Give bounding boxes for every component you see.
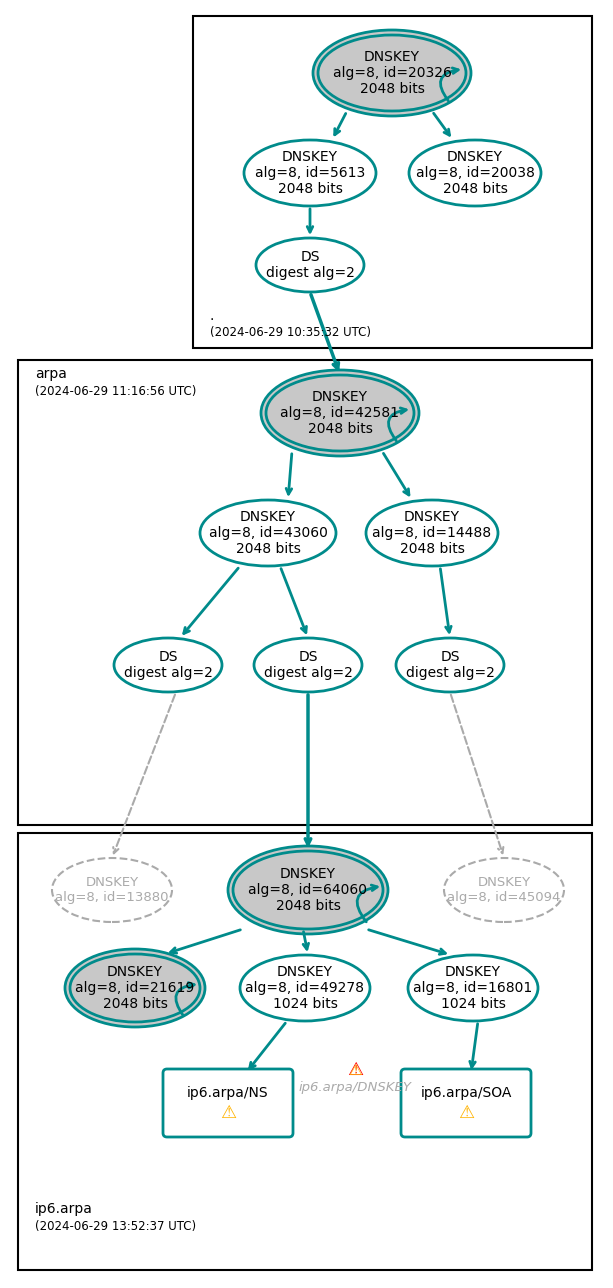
Text: DS
digest alg=2: DS digest alg=2 bbox=[265, 250, 354, 279]
Text: ⚠: ⚠ bbox=[220, 1104, 236, 1122]
Text: ⚠: ⚠ bbox=[458, 1104, 474, 1122]
Ellipse shape bbox=[200, 500, 336, 565]
Ellipse shape bbox=[244, 140, 376, 206]
Ellipse shape bbox=[318, 35, 466, 111]
Text: DNSKEY
alg=8, id=20038
2048 bits: DNSKEY alg=8, id=20038 2048 bits bbox=[416, 149, 535, 196]
Ellipse shape bbox=[114, 638, 222, 692]
Ellipse shape bbox=[65, 949, 205, 1027]
Text: ip6.arpa/DNSKEY: ip6.arpa/DNSKEY bbox=[299, 1082, 411, 1095]
FancyBboxPatch shape bbox=[18, 833, 592, 1270]
Text: arpa: arpa bbox=[35, 367, 67, 381]
Ellipse shape bbox=[409, 140, 541, 206]
Text: ip6.arpa/SOA: ip6.arpa/SOA bbox=[421, 1086, 512, 1100]
Ellipse shape bbox=[228, 846, 388, 934]
Text: DNSKEY
alg=8, id=14488
2048 bits: DNSKEY alg=8, id=14488 2048 bits bbox=[373, 510, 492, 556]
Text: DNSKEY
alg=8, id=5613
2048 bits: DNSKEY alg=8, id=5613 2048 bits bbox=[255, 149, 365, 196]
Text: (2024-06-29 11:16:56 UTC): (2024-06-29 11:16:56 UTC) bbox=[35, 385, 196, 398]
Text: DS
digest alg=2: DS digest alg=2 bbox=[124, 650, 213, 680]
Ellipse shape bbox=[366, 500, 498, 565]
Text: ⚠: ⚠ bbox=[348, 1063, 362, 1078]
FancyBboxPatch shape bbox=[163, 1069, 293, 1137]
Ellipse shape bbox=[256, 238, 364, 292]
Ellipse shape bbox=[444, 858, 564, 922]
Text: (2024-06-29 10:35:32 UTC): (2024-06-29 10:35:32 UTC) bbox=[210, 326, 371, 339]
Text: DNSKEY
alg=8, id=45094: DNSKEY alg=8, id=45094 bbox=[447, 876, 561, 904]
FancyBboxPatch shape bbox=[193, 15, 592, 348]
Ellipse shape bbox=[70, 954, 200, 1021]
Text: DNSKEY
alg=8, id=42581
2048 bits: DNSKEY alg=8, id=42581 2048 bits bbox=[281, 390, 400, 437]
Text: DNSKEY
alg=8, id=20326
2048 bits: DNSKEY alg=8, id=20326 2048 bits bbox=[333, 50, 451, 97]
Text: DNSKEY
alg=8, id=64060
2048 bits: DNSKEY alg=8, id=64060 2048 bits bbox=[248, 867, 368, 913]
Ellipse shape bbox=[313, 30, 471, 116]
Text: ip6.arpa: ip6.arpa bbox=[35, 1202, 93, 1216]
Ellipse shape bbox=[408, 954, 538, 1021]
Text: DNSKEY
alg=8, id=21619
2048 bits: DNSKEY alg=8, id=21619 2048 bits bbox=[75, 965, 194, 1011]
Ellipse shape bbox=[254, 638, 362, 692]
Text: DNSKEY
alg=8, id=43060
2048 bits: DNSKEY alg=8, id=43060 2048 bits bbox=[208, 510, 327, 556]
FancyBboxPatch shape bbox=[401, 1069, 531, 1137]
Ellipse shape bbox=[266, 375, 414, 451]
Text: DNSKEY
alg=8, id=49278
1024 bits: DNSKEY alg=8, id=49278 1024 bits bbox=[245, 965, 365, 1011]
Text: DNSKEY
alg=8, id=16801
1024 bits: DNSKEY alg=8, id=16801 1024 bits bbox=[413, 965, 533, 1011]
Ellipse shape bbox=[52, 858, 172, 922]
Text: (2024-06-29 13:52:37 UTC): (2024-06-29 13:52:37 UTC) bbox=[35, 1220, 196, 1233]
Text: ⚠: ⚠ bbox=[347, 1061, 363, 1079]
Ellipse shape bbox=[240, 954, 370, 1021]
Ellipse shape bbox=[261, 370, 419, 456]
FancyBboxPatch shape bbox=[18, 361, 592, 826]
Text: DS
digest alg=2: DS digest alg=2 bbox=[264, 650, 352, 680]
Text: ip6.arpa/NS: ip6.arpa/NS bbox=[187, 1086, 269, 1100]
Ellipse shape bbox=[233, 851, 383, 929]
Text: DNSKEY
alg=8, id=13880: DNSKEY alg=8, id=13880 bbox=[55, 876, 169, 904]
Text: .: . bbox=[210, 309, 215, 323]
Text: DS
digest alg=2: DS digest alg=2 bbox=[406, 650, 495, 680]
Ellipse shape bbox=[396, 638, 504, 692]
